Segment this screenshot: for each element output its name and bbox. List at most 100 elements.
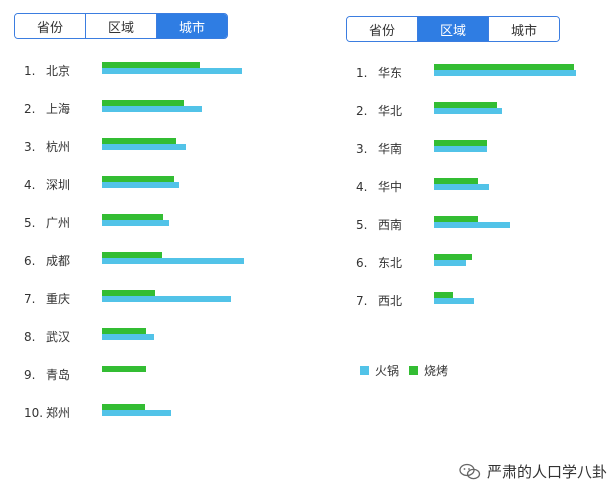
legend-item-hotpot[interactable]: 火锅 (360, 362, 399, 379)
tab-city[interactable]: 城市 (489, 17, 559, 41)
chart-row: 6. 东北 (330, 254, 613, 276)
rank-number: 6. (24, 254, 36, 268)
chart-row: 6. 成都 (0, 252, 300, 274)
chart-row: 5. 广州 (0, 214, 300, 236)
hotpot-bar[interactable] (434, 298, 474, 304)
chart-row: 7. 重庆 (0, 290, 300, 312)
rank-number: 3. (356, 142, 368, 156)
bbq-bar[interactable] (102, 100, 184, 106)
tab-city[interactable]: 城市 (157, 14, 227, 38)
category-label: 华中 (378, 180, 403, 194)
category-label: 郑州 (46, 406, 71, 420)
region-level-tabs: 省份 区域 城市 (14, 13, 228, 39)
watermark-text: 严肃的人口学八卦 (486, 463, 607, 481)
bbq-bar[interactable] (102, 366, 146, 372)
rank-number: 10. (24, 406, 44, 420)
bbq-bar[interactable] (102, 404, 145, 410)
rank-number: 4. (24, 178, 36, 192)
tab-province[interactable]: 省份 (347, 17, 418, 41)
rank-number: 2. (356, 104, 368, 118)
chart-row: 3. 杭州 (0, 138, 300, 160)
bbq-bar[interactable] (102, 176, 174, 182)
hotpot-bar[interactable] (434, 146, 487, 152)
rank-number: 2. (24, 102, 36, 116)
legend-item-bbq[interactable]: 烧烤 (409, 362, 448, 379)
chart-row: 5. 西南 (330, 216, 613, 238)
chart-row: 8. 武汉 (0, 328, 300, 350)
hotpot-bar[interactable] (102, 220, 169, 226)
tab-region[interactable]: 区域 (418, 17, 489, 41)
hotpot-bar[interactable] (102, 182, 179, 188)
bbq-bar[interactable] (102, 328, 146, 334)
tab-province[interactable]: 省份 (15, 14, 86, 38)
chart-row: 3. 华南 (330, 140, 613, 162)
bbq-bar[interactable] (434, 178, 478, 184)
rank-number: 6. (356, 256, 368, 270)
category-label: 西北 (378, 294, 403, 308)
hotpot-bar[interactable] (102, 258, 244, 264)
legend-swatch-hotpot (360, 366, 369, 375)
bbq-bar[interactable] (434, 216, 478, 222)
rank-number: 8. (24, 330, 36, 344)
rank-number: 4. (356, 180, 368, 194)
bbq-bar[interactable] (434, 254, 472, 260)
hotpot-bar[interactable] (434, 108, 502, 114)
category-label: 重庆 (46, 292, 71, 306)
category-label: 华东 (378, 66, 403, 80)
rank-number: 7. (24, 292, 36, 306)
bbq-bar[interactable] (102, 138, 176, 144)
rank-number: 1. (356, 66, 368, 80)
hotpot-bar[interactable] (102, 296, 231, 302)
watermark: 严肃的人口学八卦 (459, 461, 607, 482)
bbq-bar[interactable] (434, 292, 453, 298)
chart-row: 10. 郑州 (0, 404, 300, 426)
bbq-bar[interactable] (102, 290, 155, 296)
bbq-bar[interactable] (102, 62, 200, 68)
chart-legend: 火锅 烧烤 (360, 362, 458, 379)
chart-row: 1. 北京 (0, 62, 300, 84)
category-label: 杭州 (46, 140, 71, 154)
chart-row: 2. 华北 (330, 102, 613, 124)
region-ranking-panel: 省份 区域 城市 1. 华东 2. 华北 3. 华南 4. 华中 5. 西南 6. 东北 7. 西北 火锅… (330, 0, 613, 498)
chart-row: 7. 西北 (330, 292, 613, 314)
hotpot-bar[interactable] (434, 260, 466, 266)
bbq-bar[interactable] (434, 102, 497, 108)
hotpot-bar[interactable] (434, 184, 489, 190)
hotpot-bar[interactable] (102, 144, 186, 150)
category-label: 西南 (378, 218, 403, 232)
bbq-bar[interactable] (434, 140, 487, 146)
legend-swatch-bbq (409, 366, 419, 375)
rank-number: 5. (356, 218, 368, 232)
hotpot-bar[interactable] (102, 68, 242, 74)
region-level-tabs: 省份 区域 城市 (346, 16, 560, 42)
chart-row: 2. 上海 (0, 100, 300, 122)
rank-number: 7. (356, 294, 368, 308)
rank-number: 5. (24, 216, 36, 230)
hotpot-bar[interactable] (434, 70, 576, 76)
category-label: 青岛 (46, 368, 71, 382)
hotpot-bar[interactable] (102, 106, 202, 112)
hotpot-bar[interactable] (434, 222, 510, 228)
category-label: 广州 (46, 216, 71, 230)
rank-number: 9. (24, 368, 36, 382)
category-label: 东北 (378, 256, 403, 270)
legend-label-hotpot: 火锅 (375, 364, 400, 378)
hotpot-bar[interactable] (102, 334, 154, 340)
category-label: 华北 (378, 104, 403, 118)
bbq-bar[interactable] (102, 252, 162, 258)
rank-number: 1. (24, 64, 36, 78)
category-label: 北京 (46, 64, 71, 78)
rank-number: 3. (24, 140, 36, 154)
category-label: 华南 (378, 142, 403, 156)
tab-region[interactable]: 区域 (86, 14, 157, 38)
chart-row: 9. 青岛 (0, 366, 300, 388)
category-label: 成都 (46, 254, 71, 268)
bbq-bar[interactable] (434, 64, 574, 70)
category-label: 深圳 (46, 178, 71, 192)
bbq-bar[interactable] (102, 214, 163, 220)
city-ranking-panel: 省份 区域 城市 1. 北京 2. 上海 3. 杭州 4. 深圳 5. 广州 6. 成都 7. 重庆 8. 武… (0, 0, 300, 498)
hotpot-bar[interactable] (102, 410, 171, 416)
chart-row: 4. 深圳 (0, 176, 300, 198)
chart-row: 4. 华中 (330, 178, 613, 200)
legend-label-bbq: 烧烤 (424, 364, 449, 378)
